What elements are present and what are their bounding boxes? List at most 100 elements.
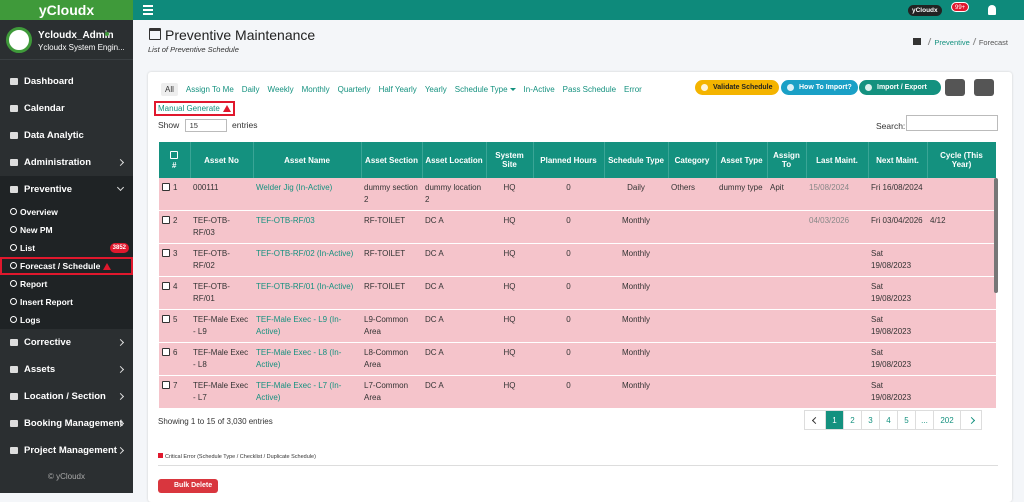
row-checkbox[interactable] <box>162 282 170 290</box>
submenu-item[interactable]: Overview <box>0 203 133 221</box>
brand[interactable]: yCloudx <box>0 0 133 20</box>
menu-item[interactable]: Preventive <box>0 176 133 203</box>
row-checkbox[interactable] <box>162 249 170 257</box>
asset-link[interactable]: TEF-Male Exec - L9 (In-Active) <box>256 315 342 336</box>
validate-button[interactable]: Validate Schedule <box>695 80 779 95</box>
submenu-item[interactable]: Forecast / Schedule <box>0 257 133 275</box>
column-header[interactable]: # <box>159 142 191 178</box>
menu-item[interactable]: Dashboard <box>0 68 133 95</box>
submenu-item[interactable]: List 3852 <box>0 239 133 257</box>
column-header[interactable]: Asset Section <box>361 142 423 178</box>
filter-button[interactable] <box>974 79 994 96</box>
cell: Daily <box>604 178 668 211</box>
filter-tab[interactable]: In-Active <box>523 85 555 94</box>
cell <box>767 276 806 310</box>
submenu-item[interactable]: Report <box>0 275 133 293</box>
filter-tab[interactable]: Quarterly <box>337 85 371 94</box>
menu-item[interactable]: Corrective <box>0 329 133 356</box>
asset-link[interactable]: TEF-Male Exec - L7 (In-Active) <box>256 381 342 402</box>
cell-text: Fri 03/04/2026 <box>871 216 923 225</box>
thead: # Asset No Asset Name Asset Section Asset Lo… <box>159 142 996 178</box>
import-export-button[interactable]: Import / Export <box>859 80 941 95</box>
chevron <box>116 338 125 347</box>
next[interactable] <box>960 410 982 430</box>
menu-item[interactable]: Data Analytic <box>0 122 133 149</box>
topbar: yCloudx 99+ <box>133 0 1024 20</box>
column-header[interactable]: Assign To <box>767 142 807 178</box>
prev[interactable] <box>804 410 826 430</box>
menu-toggle[interactable] <box>143 5 153 15</box>
submenu-item[interactable]: New PM <box>0 221 133 239</box>
column-header[interactable]: Asset Type <box>716 142 768 178</box>
cell: 2 <box>159 210 190 244</box>
bulk-delete-button[interactable]: Bulk Delete <box>158 479 219 493</box>
page[interactable]: 1 <box>825 410 844 430</box>
filter-tab[interactable]: Daily <box>241 85 260 94</box>
card: All Assign To Me Daily Weekly Monthly Quarter… <box>148 72 1012 502</box>
submenu-item[interactable]: Logs <box>0 311 133 329</box>
column-button[interactable] <box>945 79 965 96</box>
row-checkbox[interactable] <box>162 315 170 323</box>
menu-item[interactable]: Assets <box>0 356 133 383</box>
asset-link[interactable]: TEF-OTB-RF/02 (In-Active) <box>256 249 354 258</box>
submenu-label: Overview <box>20 207 58 217</box>
asset-link[interactable]: TEF-OTB-RF/03 <box>256 216 315 225</box>
asset-link[interactable]: Welder Jig (In-Active) <box>256 183 333 192</box>
row-checkbox[interactable] <box>162 348 170 356</box>
column-header[interactable]: Asset No <box>190 142 254 178</box>
page[interactable]: 3 <box>861 410 880 430</box>
column-header[interactable]: System Site <box>486 142 534 178</box>
asset-link[interactable]: TEF-Male Exec - L8 (In-Active) <box>256 348 342 369</box>
select-all[interactable] <box>170 150 179 159</box>
filter-tab[interactable]: Yearly <box>424 85 447 94</box>
page[interactable]: ... <box>915 410 934 430</box>
page[interactable]: 2 <box>843 410 862 430</box>
how-to-import-button[interactable]: How To Import? <box>781 80 858 95</box>
search-input[interactable] <box>906 115 998 131</box>
table: # Asset No Asset Name Asset Section Asset Lo… <box>159 142 996 408</box>
row-checkbox[interactable] <box>162 381 170 389</box>
filter-tab[interactable]: All <box>161 83 178 96</box>
user-badge[interactable]: yCloudx <box>908 5 942 16</box>
row-checkbox[interactable] <box>162 183 170 191</box>
row-checkbox[interactable] <box>162 216 170 224</box>
breadcrumb-item: Forecast <box>978 38 1008 47</box>
notification-count[interactable]: 99+ <box>951 2 970 12</box>
menu-item[interactable]: Administration <box>0 149 133 176</box>
cell <box>716 243 767 277</box>
page[interactable]: 202 <box>933 410 961 430</box>
column-header[interactable]: Cycle (This Year) <box>927 142 996 178</box>
page[interactable]: 5 <box>897 410 916 430</box>
cell: DC A <box>422 342 486 376</box>
column-header[interactable]: Last Maint. <box>806 142 869 178</box>
filter-tab[interactable]: Weekly <box>267 85 294 94</box>
menu-item[interactable]: Calendar <box>0 95 133 122</box>
filter-tab[interactable]: Monthly <box>301 85 330 94</box>
menu-item[interactable]: Project Management <box>0 437 133 464</box>
length-select[interactable]: 15 <box>184 119 227 132</box>
page[interactable]: 4 <box>879 410 898 430</box>
menu-item[interactable]: Location / Section <box>0 383 133 410</box>
breadcrumb-item[interactable]: Preventive <box>934 38 970 47</box>
cell <box>668 276 716 310</box>
filter-tab[interactable]: Assign To Me <box>185 85 234 94</box>
header-label: Schedule Type <box>608 155 664 165</box>
column-header[interactable]: Category <box>668 142 717 178</box>
filter-tab[interactable]: Pass Schedule <box>562 85 617 94</box>
user-icon[interactable] <box>988 5 996 15</box>
header-label: Next Maint. <box>876 155 919 165</box>
submenu-item[interactable]: Insert Report <box>0 293 133 311</box>
column-header[interactable]: Planned Hours <box>533 142 605 178</box>
manual-generate[interactable]: Manual Generate <box>154 101 235 116</box>
menu-item[interactable]: Booking Management <box>0 410 133 437</box>
column-header[interactable]: Next Maint. <box>868 142 928 178</box>
filter-tab[interactable]: Error <box>624 85 642 94</box>
asset-link[interactable]: TEF-OTB-RF/01 (In-Active) <box>256 282 354 291</box>
column-header[interactable]: Asset Location <box>422 142 487 178</box>
home-icon[interactable] <box>913 38 922 45</box>
filter-tab[interactable]: Half Yearly <box>378 85 417 94</box>
column-header[interactable]: Asset Name <box>253 142 362 178</box>
column-header[interactable]: Schedule Type <box>604 142 669 178</box>
filter-tab[interactable]: Schedule Type <box>454 85 508 94</box>
submenu-label: Insert Report <box>20 297 73 307</box>
